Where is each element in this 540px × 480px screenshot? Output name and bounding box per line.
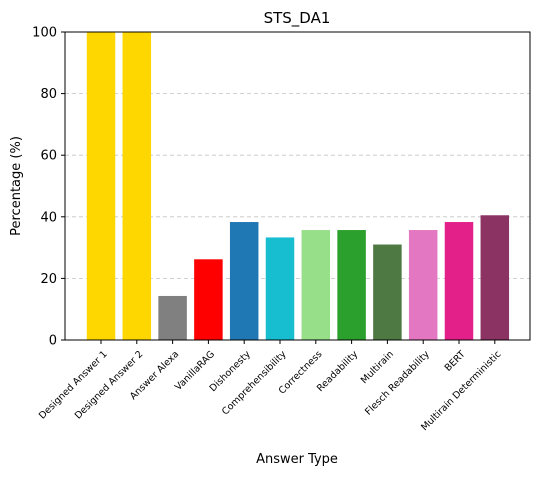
- bar-comprehensibility: [265, 237, 295, 340]
- x-tick-label: Comprehensibility: [220, 349, 289, 418]
- bar-readability: [337, 230, 366, 340]
- y-tick-label: 40: [40, 210, 57, 225]
- y-axis-ticks: 0 20 40 60 80 100: [32, 26, 65, 349]
- y-axis-label: Percentage (%): [9, 136, 24, 236]
- x-axis-label: Answer Type: [256, 452, 338, 467]
- y-tick-label: 60: [40, 149, 57, 164]
- x-tick-label: Multirain: [359, 349, 396, 386]
- chart-title: STS_DA1: [264, 9, 331, 28]
- y-tick-label: 80: [40, 87, 57, 102]
- bar-answer-alexa: [158, 295, 187, 340]
- x-tick-label: Designed Answer 1: [37, 349, 110, 422]
- y-tick-label: 0: [49, 334, 57, 349]
- x-tick-label: Designed Answer 2: [73, 349, 146, 422]
- x-tick-label: BERT: [443, 349, 468, 374]
- bar-bert: [444, 222, 474, 340]
- y-tick-label: 20: [40, 272, 57, 287]
- bar-multirain: [373, 244, 402, 340]
- y-tick-label: 100: [32, 26, 57, 41]
- bar-multirain-deterministic: [480, 215, 510, 340]
- bars: [86, 32, 510, 340]
- x-tick-label: Flesch Readability: [363, 349, 432, 418]
- bar-flesch-readability: [408, 230, 438, 340]
- bar-correctness: [301, 230, 331, 340]
- bar-vanillarag: [194, 259, 223, 340]
- bar-designed-answer-1: [86, 32, 116, 340]
- bar-dishonesty: [229, 222, 259, 340]
- plot-frame: [64, 31, 531, 341]
- bar-designed-answer-2: [122, 32, 152, 340]
